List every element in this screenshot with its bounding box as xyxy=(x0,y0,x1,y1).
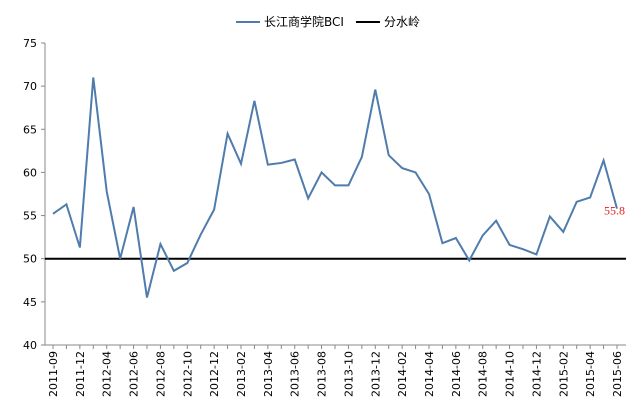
y-tick-label: 65 xyxy=(23,123,37,136)
x-tick-label: 2014-02 xyxy=(396,351,409,397)
x-tick-label: 2013-08 xyxy=(316,351,329,397)
x-tick-label: 2013-06 xyxy=(289,351,302,397)
x-tick-label: 2015-02 xyxy=(557,351,570,397)
x-tick-label: 2015-04 xyxy=(584,351,597,397)
value-label: 55.8 xyxy=(604,204,625,218)
line-series xyxy=(52,77,618,298)
x-tick-label: 2012-12 xyxy=(208,351,221,397)
legend-label: 分水岭 xyxy=(384,15,420,29)
x-tick-label: 2012-06 xyxy=(128,351,141,397)
y-tick-label: 50 xyxy=(23,253,37,266)
y-tick-label: 55 xyxy=(23,210,37,223)
x-tick-label: 2012-10 xyxy=(181,351,194,397)
x-tick-label: 2012-08 xyxy=(154,351,167,397)
x-tick-label: 2014-12 xyxy=(530,351,543,397)
x-tick-label: 2013-12 xyxy=(369,351,382,397)
x-tick-label: 2012-04 xyxy=(101,351,114,397)
x-tick-label: 2014-06 xyxy=(450,351,463,397)
x-tick-label: 2013-10 xyxy=(342,351,355,397)
y-tick-label: 40 xyxy=(23,339,37,352)
y-tick-label: 45 xyxy=(23,296,37,309)
x-tick-label: 2013-02 xyxy=(235,351,248,397)
x-tick-label: 2013-04 xyxy=(262,351,275,397)
y-tick-label: 75 xyxy=(23,37,37,50)
x-tick-label: 2011-12 xyxy=(74,351,87,397)
x-tick-label: 2014-04 xyxy=(423,351,436,397)
x-tick-label: 2011-09 xyxy=(47,351,60,397)
y-tick-label: 60 xyxy=(23,166,37,179)
x-tick-label: 2014-10 xyxy=(504,351,517,397)
x-tick-label: 2014-08 xyxy=(477,351,490,397)
x-tick-label: 2015-06 xyxy=(611,351,624,397)
y-tick-label: 70 xyxy=(23,80,37,93)
legend-label: 长江商学院BCI xyxy=(264,14,344,29)
